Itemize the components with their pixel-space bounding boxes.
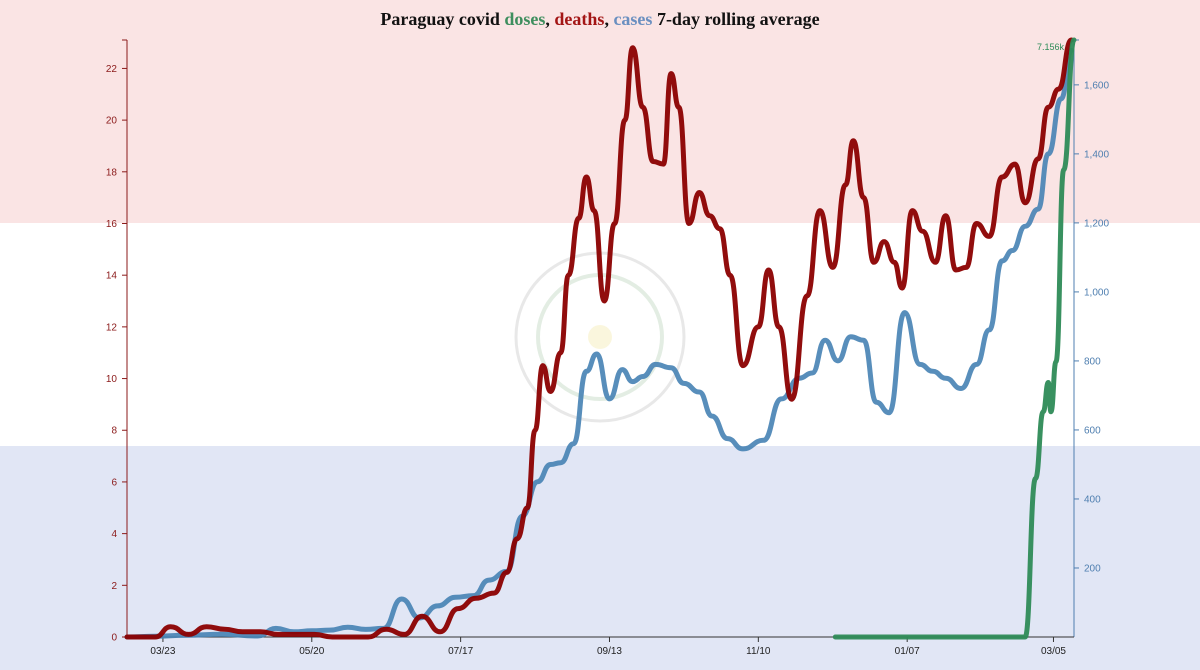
left-axis-tick-label: 2	[111, 581, 117, 592]
left-axis-tick-label: 6	[111, 477, 117, 488]
right-axis-tick-label: 1,600	[1084, 80, 1109, 91]
left-axis-tick-label: 0	[111, 633, 117, 644]
left-axis-tick-label: 16	[106, 219, 118, 230]
x-axis-tick-label: 03/05	[1041, 646, 1066, 657]
x-axis-tick-label: 05/20	[299, 646, 324, 657]
x-axis-tick-label: 01/07	[895, 646, 920, 657]
left-axis-tick-label: 22	[106, 64, 118, 75]
title-suffix: 7-day rolling average	[652, 9, 819, 29]
left-axis-tick-label: 14	[106, 271, 118, 282]
doses-series-line	[832, 37, 1077, 640]
deaths-series-line	[124, 37, 1074, 640]
right-axis-tick-label: 1,000	[1084, 287, 1109, 298]
left-axis-tick-label: 8	[111, 426, 117, 437]
title-deaths: deaths	[554, 9, 604, 29]
right-axis-tick-label: 400	[1084, 494, 1101, 505]
x-axis-tick-label: 07/17	[448, 646, 473, 657]
x-axis-tick-label: 03/23	[150, 646, 175, 657]
doses-max-annotation: 7.156k	[1037, 42, 1065, 52]
series-layer	[124, 37, 1077, 640]
right-axis-tick-label: 1,400	[1084, 149, 1109, 160]
x-axis-tick-label: 09/13	[597, 646, 622, 657]
cases-series-line	[124, 47, 1074, 640]
title-cases: cases	[613, 9, 652, 29]
left-axis-tick-label: 20	[106, 116, 118, 127]
right-axis-tick-label: 600	[1084, 425, 1101, 436]
left-axis-tick-label: 18	[106, 167, 118, 178]
title-separator: ,	[604, 9, 613, 29]
title-separator: ,	[545, 9, 554, 29]
right-axis-tick-label: 800	[1084, 356, 1101, 367]
title-doses: doses	[504, 9, 545, 29]
left-axis-tick-label: 12	[106, 322, 118, 333]
x-axis-tick-label: 11/10	[746, 646, 771, 657]
right-axis-tick-label: 200	[1084, 563, 1101, 574]
left-axis-tick-label: 10	[106, 374, 118, 385]
chart-title: Paraguay covid doses, deaths, cases 7-da…	[380, 9, 819, 29]
right-axis-tick-label: 1,200	[1084, 218, 1109, 229]
title-prefix: Paraguay covid	[380, 9, 504, 29]
left-axis-tick-label: 4	[111, 529, 117, 540]
